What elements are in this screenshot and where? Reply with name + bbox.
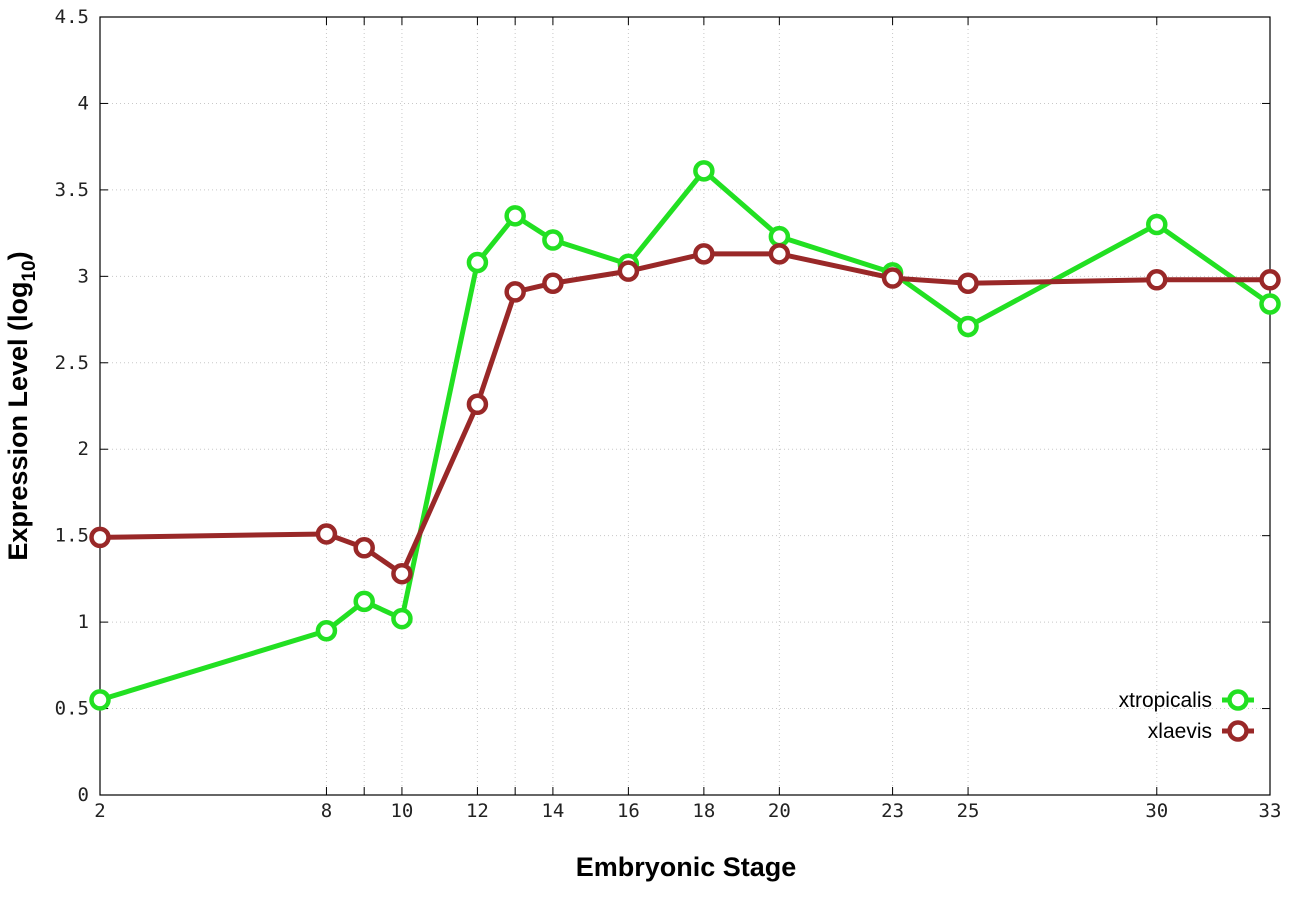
series-xtropicalis [89,160,1281,711]
y-tick-label: 1.5 [55,525,89,547]
data-point [315,523,338,545]
x-tick-label: 18 [692,800,715,822]
data-point [1146,213,1168,236]
y-tick-label: 0 [78,784,89,806]
x-axis-title: Embryonic Stage [576,852,797,882]
data-point [504,205,526,227]
data-point [1259,293,1281,315]
y-tick-label: 3.5 [55,179,89,201]
data-point [89,689,111,711]
data-point [542,229,564,251]
data-point [466,251,489,274]
x-tick-label: 20 [768,800,791,822]
x-tick-label: 33 [1259,800,1282,822]
legend-swatch-marker [1227,720,1249,742]
data-point [391,607,413,630]
series-xlaevis [89,243,1281,585]
y-axis: 0 0.5 1 1.5 2 2.5 3 3.5 4 4.5 [55,6,1270,806]
data-point [466,393,489,416]
x-tick-label: 12 [466,800,489,822]
data-point [1259,269,1281,291]
x-tick-label: 8 [321,800,332,822]
data-point [1146,269,1168,291]
x-tick-label: 2 [94,800,105,822]
data-point [768,243,791,265]
y-tick-label: 4.5 [55,6,89,28]
grid [100,17,1270,795]
x-tick-label: 30 [1145,800,1168,822]
data-point [542,272,564,294]
x-tick-label: 10 [390,800,413,822]
legend-label: xlaevis [1148,720,1212,743]
x-tick-label: 16 [617,800,640,822]
y-axis-title-end: ) [3,251,33,260]
y-axis-title-main: Expression Level (log [3,282,33,561]
data-point [881,267,904,289]
series-line [99,251,1270,577]
x-tick-label: 23 [881,800,904,822]
data-point [391,562,413,585]
data-point [693,243,715,265]
data-point [693,160,715,182]
data-point [617,260,640,282]
legend-label: xtropicalis [1119,689,1212,712]
y-tick-label: 2.5 [55,352,89,374]
y-tick-label: 2 [78,438,89,460]
y-tick-label: 4 [78,92,89,114]
y-tick-label: 1 [78,611,89,633]
x-tick-label: 25 [957,800,980,822]
x-tick-label: 14 [541,800,564,822]
data-point [957,315,979,338]
y-axis-title-subscript: 10 [19,260,40,281]
legend-swatch-marker [1227,689,1249,711]
series-layer [89,160,1281,711]
data-point [89,526,111,549]
series-line [99,168,1272,703]
legend: xtropicalis xlaevis [1119,689,1254,743]
y-tick-label: 0.5 [55,698,89,720]
y-axis-title: Expression Level (log10) [3,251,40,560]
x-axis: 2 8 10 12 14 16 18 20 23 25 30 33 [94,17,1281,822]
data-point [504,281,526,303]
data-point [768,225,791,248]
data-point [353,590,375,613]
data-point [957,272,979,294]
y-tick-label: 3 [78,265,89,287]
data-point [315,620,338,642]
data-point [353,537,375,559]
plot-frame [99,16,1271,796]
